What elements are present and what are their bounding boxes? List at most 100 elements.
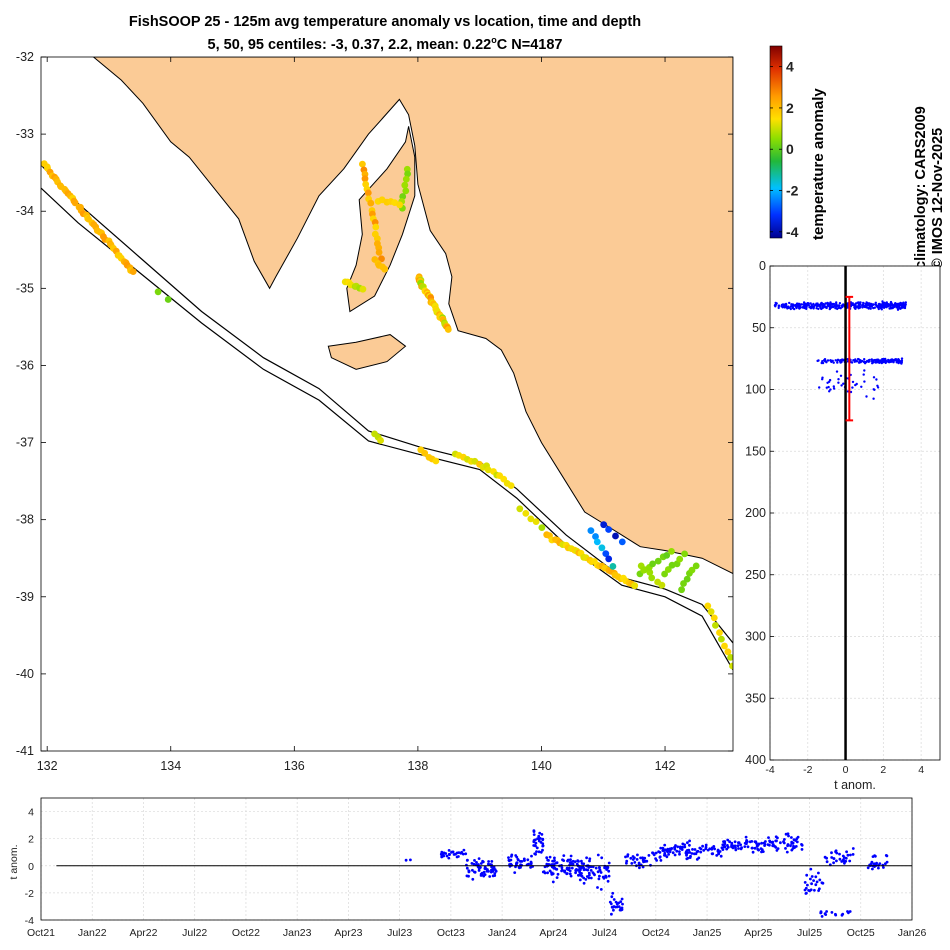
- depth-overlay: [844, 266, 854, 760]
- ts-point: [673, 853, 677, 857]
- ts-point: [832, 861, 835, 865]
- map-point: [367, 199, 375, 207]
- ts-point: [785, 850, 789, 854]
- ts-point: [514, 854, 518, 857]
- depth-point: [877, 305, 881, 309]
- depth-point: [836, 361, 839, 364]
- ts-point: [625, 861, 628, 865]
- ts-point: [625, 859, 629, 863]
- ts-point: [662, 849, 666, 852]
- map-point: [402, 175, 410, 183]
- ts-point: [510, 853, 514, 857]
- ts-point: [589, 869, 593, 872]
- depth-ytick-label: 150: [745, 444, 766, 458]
- ts-point: [820, 915, 824, 918]
- ts-point: [786, 832, 790, 836]
- depth-point: [789, 307, 792, 311]
- ts-point: [730, 841, 734, 845]
- ts-xtick-label: Oct23: [437, 927, 465, 939]
- ts-point: [716, 849, 720, 853]
- subtitle-stats: 5, 50, 95 centiles: -3, 0.37, 2.2, mean:…: [207, 36, 492, 53]
- ts-xtick-label: Apr22: [129, 927, 157, 939]
- depth-point: [783, 304, 787, 307]
- ts-point: [663, 851, 667, 855]
- depth-point: [856, 357, 860, 361]
- ts-point: [728, 840, 731, 844]
- map-point: [516, 505, 524, 513]
- depth-point: [803, 304, 806, 308]
- ts-point: [815, 880, 819, 884]
- ts-point: [784, 847, 787, 850]
- map-point: [402, 187, 410, 195]
- ts-point: [569, 861, 573, 864]
- depth-point: [904, 301, 907, 304]
- map-point: [401, 181, 409, 189]
- depth-point: [869, 307, 872, 310]
- ts-point: [532, 840, 536, 844]
- map-point: [729, 662, 733, 670]
- map-point: [718, 635, 725, 643]
- ts-point: [834, 913, 838, 917]
- ts-point: [633, 861, 637, 864]
- ts-point: [598, 868, 602, 872]
- depth-point: [872, 388, 875, 391]
- ts-point: [884, 862, 887, 866]
- map-point: [612, 532, 619, 540]
- depth-point: [898, 304, 902, 307]
- map-point: [704, 602, 712, 610]
- ts-point: [569, 858, 572, 862]
- depth-point: [837, 358, 840, 362]
- map-data-points: [41, 160, 733, 670]
- ts-point: [621, 902, 624, 906]
- depth-point: [834, 359, 837, 362]
- depth-point: [798, 307, 801, 310]
- ts-point: [722, 845, 726, 849]
- ts-point: [530, 854, 533, 858]
- map-point: [129, 268, 137, 275]
- ts-point: [818, 878, 822, 882]
- depth-point: [837, 378, 840, 381]
- ts-point: [713, 847, 716, 851]
- ts-point: [750, 840, 754, 843]
- depth-point: [830, 359, 834, 363]
- ts-point: [550, 871, 553, 875]
- ts-point: [519, 860, 522, 863]
- depth-point: [807, 302, 810, 306]
- ts-point: [659, 846, 663, 850]
- ts-xtick-label: Jul24: [592, 927, 617, 939]
- ts-point: [824, 913, 828, 916]
- depth-point: [815, 302, 818, 305]
- ts-point: [588, 873, 591, 877]
- ts-point: [574, 868, 578, 872]
- depth-point: [891, 304, 894, 308]
- ts-point: [813, 888, 816, 892]
- map-point: [646, 569, 654, 576]
- ts-point: [481, 859, 484, 863]
- ts-point: [795, 837, 799, 841]
- ts-point: [755, 842, 758, 845]
- land-polygon-0: [92, 57, 733, 575]
- ts-point: [726, 844, 729, 847]
- ts-point: [688, 856, 692, 859]
- depth-point: [840, 384, 843, 387]
- degree-symbol: o: [491, 35, 497, 45]
- map-point: [375, 249, 383, 256]
- depth-point: [835, 301, 838, 304]
- ts-point: [560, 869, 563, 873]
- depth-profile-plot: -4 -2 0 2 4 0 50 100 150 200 250 300 350 400 t anom.: [745, 259, 941, 792]
- ts-point: [473, 859, 476, 862]
- map-ytick-label: -37: [16, 436, 34, 450]
- ts-point: [491, 867, 495, 871]
- ts-point: [884, 854, 888, 857]
- ts-point: [820, 881, 824, 885]
- ts-point: [612, 898, 616, 901]
- ts-xtick-label: Jan26: [898, 927, 927, 939]
- ts-point: [843, 860, 846, 864]
- ts-data-points: [404, 829, 889, 918]
- ts-point: [838, 852, 841, 856]
- ts-xtick-label: Oct22: [232, 927, 260, 939]
- ts-point: [579, 873, 582, 876]
- depth-point: [812, 302, 815, 306]
- depth-xtick-label: 4: [918, 764, 924, 776]
- ts-point: [726, 838, 730, 842]
